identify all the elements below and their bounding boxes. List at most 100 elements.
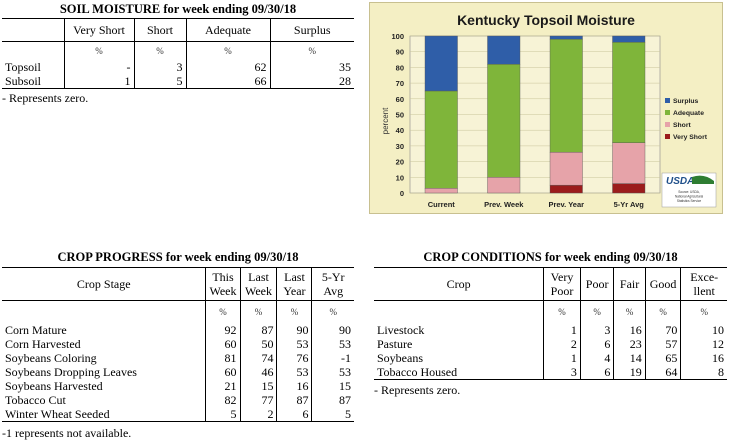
unit-row: % % % % %: [374, 300, 727, 323]
cell-value: 15: [311, 379, 354, 393]
col-header: Very Poor: [543, 267, 581, 301]
cell-value: 1: [543, 351, 581, 365]
y-tick-label: 80: [396, 63, 404, 72]
cell-value: 2: [239, 407, 277, 422]
cell-value: 60: [205, 337, 240, 351]
cell-value: 87: [239, 323, 277, 337]
legend-swatch: [665, 110, 670, 115]
unit-label: %: [680, 300, 727, 323]
unit-label: %: [239, 300, 277, 323]
crop-progress-note: -1 represents not available.: [2, 426, 132, 440]
table-row: Tobacco Housed 3 6 19 64 8: [374, 365, 727, 380]
row-label: Winter Wheat Seeded: [5, 407, 110, 421]
cell-value: 6: [276, 407, 312, 422]
unit-label: %: [269, 41, 354, 60]
usda-logo-text: USDA: [666, 176, 694, 187]
cell-value: 77: [239, 393, 277, 407]
y-tick-label: 40: [396, 126, 404, 135]
y-axis-label: percent: [381, 107, 390, 134]
cell-value: 16: [276, 379, 312, 393]
col-header: Fair: [613, 267, 646, 301]
crop-conditions-title: CROP CONDITIONS for week ending 09/30/18: [423, 250, 678, 264]
bar-segment-short: [424, 188, 458, 194]
cell-value: 12: [680, 337, 727, 351]
unit-label: %: [185, 41, 270, 60]
cell-value: 21: [205, 379, 240, 393]
legend-swatch: [665, 122, 670, 127]
cell-value: 70: [644, 323, 681, 337]
x-tick-label: 5-Yr Avg: [614, 200, 645, 209]
cell-value: 8: [680, 365, 727, 380]
table-row: Tobacco Cut 82 77 87 87: [2, 393, 354, 407]
col-header: Very Short: [63, 18, 134, 42]
unit-label: %: [63, 41, 134, 60]
cell-value: 53: [276, 337, 312, 351]
cell-value: 60: [205, 365, 240, 379]
y-tick-label: 100: [391, 32, 404, 41]
soil-moisture-note: - Represents zero.: [2, 91, 89, 105]
col-header: Adequate: [185, 18, 270, 42]
legend-label: Adequate: [673, 110, 704, 117]
legend-swatch: [665, 98, 670, 103]
cell-value: 5: [133, 74, 186, 89]
usda-logo: USDA Source: USDA, National Agricultural…: [661, 172, 717, 208]
soil-moisture-section: SOIL MOISTURE for week ending 09/30/18 V…: [2, 2, 354, 106]
unit-label: %: [543, 300, 581, 323]
svg-text:Statistics Service: Statistics Service: [677, 199, 701, 203]
row-label: Corn Harvested: [5, 337, 81, 351]
cell-value: 1: [543, 323, 581, 337]
soil-moisture-table: Very Short Short Adequate Surplus % % % …: [2, 18, 354, 89]
unit-row: % % % %: [2, 300, 354, 323]
legend-swatch: [665, 134, 670, 139]
cell-value: 10: [680, 323, 727, 337]
cell-value: 4: [579, 351, 614, 365]
legend-label: Surplus: [673, 98, 699, 105]
bar-segment-surplus: [612, 35, 646, 43]
cell-value: 76: [276, 351, 312, 365]
cell-value: 82: [205, 393, 240, 407]
row-label: Livestock: [377, 323, 425, 337]
cell-value: 35: [269, 60, 354, 74]
soil-moisture-title: SOIL MOISTURE for week ending 09/30/18: [59, 2, 297, 16]
cell-value: 14: [613, 351, 646, 365]
chart-title: Kentucky Topsoil Moisture: [457, 12, 635, 28]
crop-conditions-header-row: Crop Very Poor Poor Fair Good Exce-llent: [374, 267, 727, 301]
bar-segment-short: [487, 177, 521, 194]
cell-value: 19: [613, 365, 646, 380]
bar-segment-surplus: [549, 35, 583, 40]
cell-value: 5: [205, 407, 240, 422]
cell-value: 50: [239, 337, 277, 351]
cell-value: 3: [579, 323, 614, 337]
bar-segment-adequate: [424, 90, 458, 189]
svg-text:Source: USDA,: Source: USDA,: [678, 190, 700, 194]
unit-label: %: [644, 300, 681, 323]
cell-value: 53: [311, 337, 354, 351]
table-row: Winter Wheat Seeded 5 2 6 5: [2, 407, 354, 422]
chart-svg: Kentucky Topsoil Moisture 0 10 20 30 40 50 60 7…: [381, 12, 717, 209]
table-row: Corn Mature 92 87 90 90: [2, 323, 354, 337]
bar-segment-adequate: [549, 38, 583, 153]
cell-value: 46: [239, 365, 277, 379]
crop-conditions-table: Crop Very Poor Poor Fair Good Exce-llent …: [374, 267, 727, 380]
table-row: Subsoil 1 5 66 28: [2, 74, 354, 89]
unit-row: % % % %: [2, 41, 354, 60]
y-tick-label: 20: [396, 158, 404, 167]
table-row: Pasture 2 6 23 57 12: [374, 337, 727, 351]
bar-segment-adequate: [612, 42, 646, 143]
cell-value: 66: [185, 74, 270, 89]
cell-value: 87: [311, 393, 354, 407]
cell-value: 28: [269, 74, 354, 89]
cell-value: 15: [239, 379, 277, 393]
cell-value: -: [63, 60, 134, 74]
cell-value: 81: [205, 351, 240, 365]
row-label: Tobacco Cut: [5, 393, 66, 407]
y-tick-label: 50: [396, 111, 404, 120]
cell-value: 74: [239, 351, 277, 365]
cell-value: 90: [311, 323, 354, 337]
cell-value: 53: [311, 365, 354, 379]
row-label: Topsoil: [5, 60, 41, 74]
cell-value: 3: [133, 60, 186, 74]
cell-value: 87: [276, 393, 312, 407]
row-label: Tobacco Housed: [377, 365, 458, 379]
bar-segment-adequate: [487, 64, 521, 178]
